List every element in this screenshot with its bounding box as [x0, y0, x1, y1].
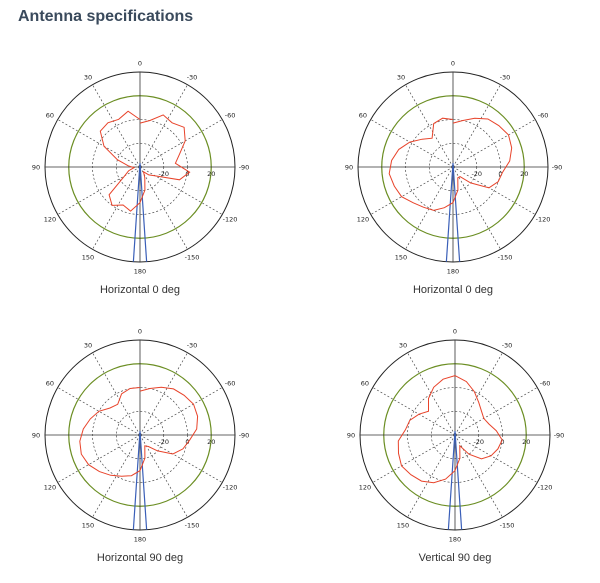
radial-tick-label: -20 [158, 438, 169, 446]
angle-tick-label: 0 [451, 60, 455, 68]
angle-tick-label: -120 [536, 216, 551, 224]
grid-spoke [405, 166, 454, 250]
angle-tick-label: 90 [345, 164, 353, 172]
angle-tick-label: 0 [453, 328, 457, 336]
main-beam-series [132, 430, 148, 530]
grid-spoke [407, 352, 456, 436]
pattern-series [388, 117, 513, 211]
angle-tick-label: 60 [46, 112, 54, 120]
angle-tick-label: 30 [397, 73, 405, 81]
pattern-series [79, 386, 199, 477]
angle-tick-label: -30 [187, 73, 198, 81]
main-beam-series [445, 162, 461, 262]
angle-tick-label: 150 [82, 254, 94, 262]
radial-tick-label: 0 [498, 170, 502, 178]
main-beam-series [447, 430, 463, 530]
angle-tick-label: 120 [359, 484, 371, 492]
radial-tick-label: -20 [471, 170, 482, 178]
angle-tick-label: 0 [138, 60, 142, 68]
angle-tick-label: -120 [538, 484, 553, 492]
angle-tick-label: -120 [223, 484, 238, 492]
angle-tick-label: -90 [239, 432, 250, 440]
angle-tick-label: 30 [399, 341, 407, 349]
polar-plot: 0 -30 -60 -90 -120 -150 180 150 120 90 60 30 -20 0 20 [32, 328, 250, 544]
grid-spoke [407, 434, 456, 518]
pattern-series [397, 375, 503, 484]
angle-tick-label: -60 [225, 380, 236, 388]
angle-tick-label: 60 [361, 380, 369, 388]
angle-tick-label: 150 [397, 522, 409, 530]
angle-tick-label: -150 [185, 522, 200, 530]
angle-tick-label: 180 [449, 536, 461, 544]
grid-spoke [405, 84, 454, 168]
polar-chart-horizontal-0-deg-a: 0 -30 -60 -90 -120 -150 180 150 120 90 60 30 -20 0 20 … [25, 52, 255, 312]
page-title: Antenna specifications [18, 8, 194, 25]
angle-tick-label: 150 [82, 522, 94, 530]
main-beam-series [132, 162, 148, 262]
chart-caption: Horizontal 0 deg [412, 284, 494, 296]
angle-tick-label: 150 [395, 254, 407, 262]
angle-tick-label: 90 [32, 164, 40, 172]
angle-tick-label: -30 [502, 341, 513, 349]
angle-tick-label: -60 [538, 112, 549, 120]
angle-tick-label: 60 [46, 380, 54, 388]
angle-tick-label: -90 [554, 432, 565, 440]
angle-tick-label: -120 [223, 216, 238, 224]
radial-tick-label: -20 [158, 170, 169, 178]
angle-tick-label: 0 [138, 328, 142, 336]
grid-spoke [92, 352, 141, 436]
angle-tick-label: -30 [500, 73, 511, 81]
angle-tick-label: 90 [32, 432, 40, 440]
angle-tick-label: 30 [84, 341, 92, 349]
radial-tick-label: 0 [185, 438, 189, 446]
radial-tick-label: 20 [520, 170, 528, 178]
angle-tick-label: 180 [447, 268, 459, 276]
chart-caption: Horizontal 0 deg [99, 284, 181, 296]
angle-tick-label: -150 [500, 522, 515, 530]
radial-tick-label: 20 [207, 170, 215, 178]
angle-tick-label: -30 [187, 341, 198, 349]
polar-plot: 0 -30 -60 -90 -120 -150 180 150 120 90 60 30 -20 0 20 [345, 60, 563, 276]
angle-tick-label: 120 [44, 216, 56, 224]
angle-tick-label: -90 [552, 164, 563, 172]
angle-tick-label: 60 [359, 112, 367, 120]
angle-tick-label: 30 [84, 73, 92, 81]
angle-tick-label: 120 [44, 484, 56, 492]
angle-tick-label: -150 [498, 254, 513, 262]
grid-spoke [92, 166, 141, 250]
polar-chart-horizontal-0-deg-b: 0 -30 -60 -90 -120 -150 180 150 120 90 60 30 -20 0 20 … [338, 52, 568, 312]
radial-tick-label: 0 [500, 438, 504, 446]
radial-tick-label: 20 [522, 438, 530, 446]
angle-tick-label: -150 [185, 254, 200, 262]
angle-tick-label: -60 [540, 380, 551, 388]
angle-tick-label: -90 [239, 164, 250, 172]
angle-tick-label: 120 [357, 216, 369, 224]
angle-tick-label: -60 [225, 112, 236, 120]
angle-tick-label: 90 [347, 432, 355, 440]
angle-tick-label: 180 [134, 268, 146, 276]
radial-tick-label: 20 [207, 438, 215, 446]
chart-caption: Horizontal 90 deg [96, 552, 184, 564]
polar-chart-horizontal-90-deg: 0 -30 -60 -90 -120 -150 180 150 120 90 60 30 -20 0 20 … [25, 320, 255, 580]
angle-tick-label: 180 [134, 536, 146, 544]
polar-chart-vertical-90-deg: 0 -30 -60 -90 -120 -150 180 150 120 90 60 30 -20 0 20 … [340, 320, 570, 580]
chart-caption: Vertical 90 deg [418, 552, 492, 564]
pattern-series [99, 110, 191, 212]
radial-tick-label: -20 [473, 438, 484, 446]
polar-plot: 0 -30 -60 -90 -120 -150 180 150 120 90 60 30 -20 0 20 [347, 328, 565, 544]
grid-spoke [92, 84, 141, 168]
